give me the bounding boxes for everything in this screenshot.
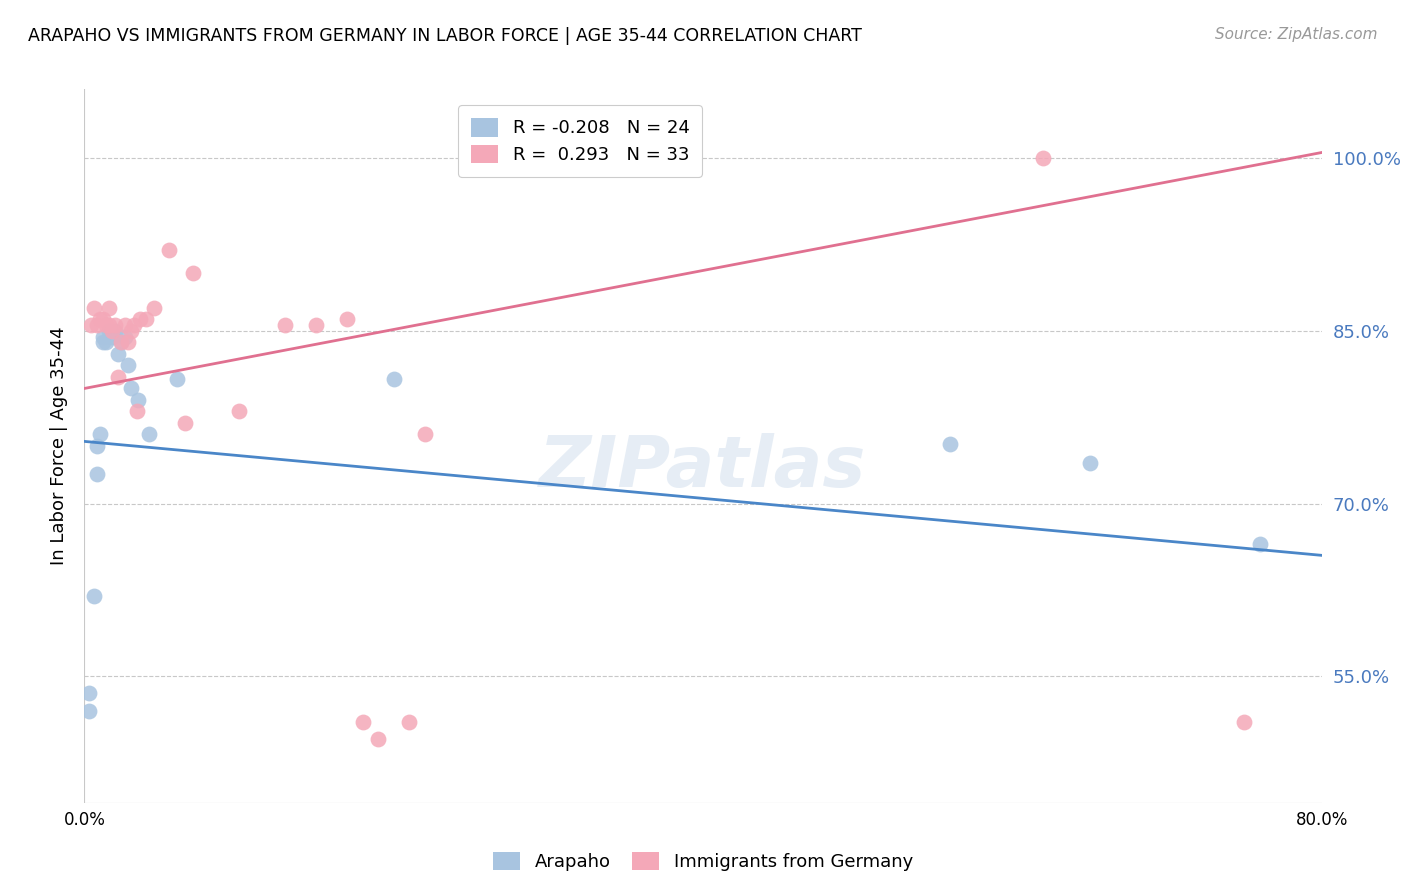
Point	[83, 301, 105, 315]
Point	[274, 318, 297, 333]
Point	[117, 359, 139, 373]
Point	[939, 436, 962, 450]
Point	[125, 404, 148, 418]
Point	[110, 335, 132, 350]
Point	[89, 312, 111, 326]
Point	[114, 329, 136, 343]
Point	[122, 318, 145, 333]
Point	[98, 318, 121, 333]
Point	[114, 318, 136, 333]
Point	[413, 427, 436, 442]
Point	[143, 301, 166, 315]
Point	[91, 335, 114, 350]
Point	[86, 439, 108, 453]
Text: Source: ZipAtlas.com: Source: ZipAtlas.com	[1215, 27, 1378, 42]
Point	[398, 715, 420, 730]
Point	[120, 381, 142, 395]
Point	[127, 392, 149, 407]
Point	[129, 312, 152, 326]
Point	[104, 324, 127, 338]
Point	[110, 335, 132, 350]
Text: ZIPatlas: ZIPatlas	[540, 433, 866, 502]
Point	[83, 589, 105, 603]
Point	[117, 335, 139, 350]
Point	[181, 266, 204, 280]
Point	[94, 318, 117, 333]
Point	[1078, 456, 1101, 470]
Point	[77, 704, 100, 718]
Point	[352, 715, 374, 730]
Point	[91, 329, 114, 343]
Point	[86, 467, 108, 481]
Point	[107, 347, 129, 361]
Point	[89, 427, 111, 442]
Point	[98, 301, 121, 315]
Point	[367, 732, 389, 747]
Point	[336, 312, 359, 326]
Point	[91, 312, 114, 326]
Legend: R = -0.208   N = 24, R =  0.293   N = 33: R = -0.208 N = 24, R = 0.293 N = 33	[458, 105, 702, 177]
Text: ARAPAHO VS IMMIGRANTS FROM GERMANY IN LABOR FORCE | AGE 35-44 CORRELATION CHART: ARAPAHO VS IMMIGRANTS FROM GERMANY IN LA…	[28, 27, 862, 45]
Point	[94, 335, 117, 350]
Point	[174, 416, 197, 430]
Point	[228, 404, 250, 418]
Point	[382, 372, 405, 386]
Point	[138, 427, 160, 442]
Point	[1249, 537, 1271, 551]
Point	[98, 324, 121, 338]
Point	[135, 312, 157, 326]
Point	[1032, 151, 1054, 165]
Point	[77, 686, 100, 700]
Point	[86, 318, 108, 333]
Point	[101, 324, 124, 338]
Point	[104, 318, 127, 333]
Legend: Arapaho, Immigrants from Germany: Arapaho, Immigrants from Germany	[486, 845, 920, 879]
Point	[120, 324, 142, 338]
Point	[1233, 715, 1256, 730]
Y-axis label: In Labor Force | Age 35-44: In Labor Force | Age 35-44	[49, 326, 67, 566]
Point	[107, 370, 129, 384]
Point	[159, 244, 180, 258]
Point	[101, 329, 124, 343]
Point	[166, 372, 188, 386]
Point	[305, 318, 328, 333]
Point	[79, 318, 101, 333]
